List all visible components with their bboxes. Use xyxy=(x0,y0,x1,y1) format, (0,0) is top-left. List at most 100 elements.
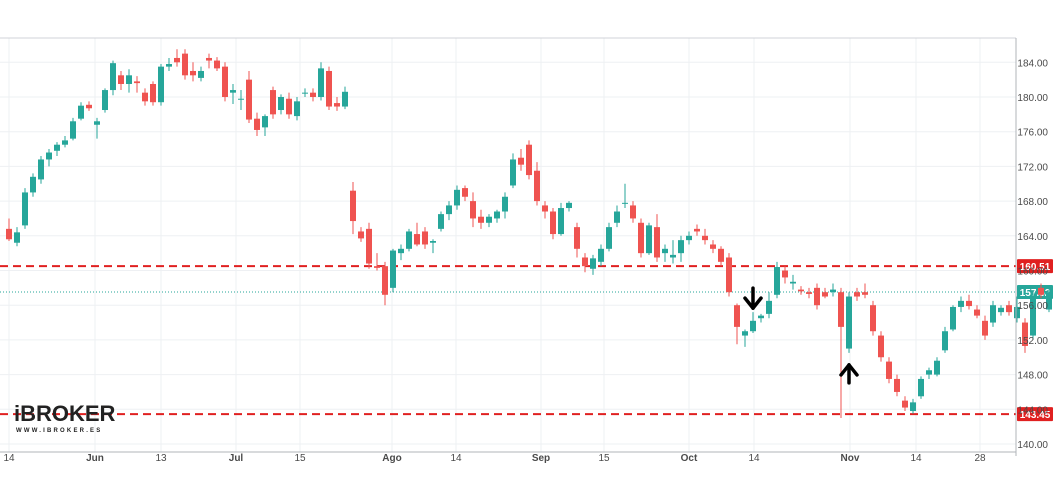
x-tick-label: Oct xyxy=(681,453,698,464)
candle-body xyxy=(110,63,116,91)
x-tick-label: 14 xyxy=(748,453,760,464)
candle-body xyxy=(910,402,916,412)
candle-body xyxy=(598,248,604,262)
candle-body xyxy=(710,244,716,249)
candle-body xyxy=(38,159,44,180)
candle xyxy=(550,208,556,240)
candle xyxy=(766,292,772,319)
candle-body xyxy=(894,378,900,392)
candle xyxy=(30,173,36,197)
candle-body xyxy=(222,66,228,97)
candle-body xyxy=(678,240,684,254)
candle-body xyxy=(1046,292,1052,310)
candle xyxy=(694,224,700,236)
arrows xyxy=(743,286,859,385)
candle-body xyxy=(374,266,380,268)
candle xyxy=(638,218,644,258)
candle xyxy=(590,254,596,275)
candle-body xyxy=(998,307,1004,313)
candle xyxy=(646,222,652,255)
candle-body xyxy=(78,105,84,119)
candle-body xyxy=(926,370,932,375)
candle xyxy=(734,303,740,345)
candle xyxy=(142,88,148,106)
x-tick-label: 14 xyxy=(3,453,15,464)
candle-body xyxy=(286,98,292,115)
candle xyxy=(126,69,132,93)
candle-body xyxy=(734,305,740,327)
candle xyxy=(342,86,348,110)
candle-body xyxy=(782,270,788,278)
candle xyxy=(582,253,588,273)
candle-body xyxy=(398,248,404,254)
candle xyxy=(934,357,940,377)
candle xyxy=(902,396,908,412)
candle-body xyxy=(30,176,36,193)
candle-body xyxy=(790,281,796,284)
last-price-label: 157.52 xyxy=(1020,288,1051,299)
candle xyxy=(774,261,780,299)
candle-body xyxy=(1014,306,1020,319)
candle xyxy=(1038,283,1044,299)
x-tick-label: Ago xyxy=(382,453,401,464)
candle-body xyxy=(262,116,268,128)
candle-body xyxy=(694,228,700,232)
candle xyxy=(566,201,572,212)
candle-body xyxy=(646,225,652,254)
candle-body xyxy=(870,305,876,332)
candle-body xyxy=(502,196,508,212)
y-tick-label: 156.00 xyxy=(1017,301,1048,312)
candle-body xyxy=(886,361,892,379)
candle-body xyxy=(358,231,364,239)
candle-body xyxy=(750,320,756,332)
candle-body xyxy=(390,250,396,288)
candle xyxy=(726,253,732,297)
candle xyxy=(390,248,396,293)
candle xyxy=(718,246,724,267)
candle xyxy=(814,283,820,310)
candle xyxy=(366,222,372,269)
candle-body xyxy=(486,216,492,223)
candle-body xyxy=(494,211,500,219)
candle xyxy=(470,192,476,228)
candle xyxy=(270,86,276,119)
candle xyxy=(494,209,500,223)
y-tick-label: 172.00 xyxy=(1017,162,1048,173)
candle xyxy=(950,305,956,332)
candle-body xyxy=(550,211,556,235)
candle xyxy=(310,88,316,102)
candle xyxy=(742,329,748,347)
candle-body xyxy=(798,289,804,292)
candle-body xyxy=(366,228,372,264)
candle-body xyxy=(166,64,172,67)
candle-body xyxy=(590,258,596,269)
candle xyxy=(62,136,68,148)
candle-body xyxy=(950,306,956,330)
candle-body xyxy=(182,53,188,76)
candle xyxy=(14,227,20,247)
candle-body xyxy=(854,292,860,297)
y-tick-label: 180.00 xyxy=(1017,93,1048,104)
candle-body xyxy=(70,121,76,139)
candle xyxy=(974,305,980,319)
candle xyxy=(510,153,516,189)
logo-url: WWW.IBROKER.ES xyxy=(16,428,102,434)
candle xyxy=(462,185,468,202)
candle-body xyxy=(670,254,676,258)
candle xyxy=(454,185,460,210)
candle-body xyxy=(462,188,468,197)
candle-body xyxy=(270,90,276,115)
candle xyxy=(870,300,876,336)
candle-body xyxy=(686,235,692,241)
candle-body xyxy=(966,300,972,307)
candle xyxy=(878,331,884,362)
y-tick-label: 168.00 xyxy=(1017,197,1048,208)
candle xyxy=(398,244,404,261)
candle xyxy=(110,60,116,96)
candle-body xyxy=(326,70,332,107)
candle-body xyxy=(630,205,636,219)
candle-body xyxy=(190,70,196,76)
candle-body xyxy=(334,103,340,107)
candle-body xyxy=(1006,305,1012,313)
candle xyxy=(846,292,852,353)
